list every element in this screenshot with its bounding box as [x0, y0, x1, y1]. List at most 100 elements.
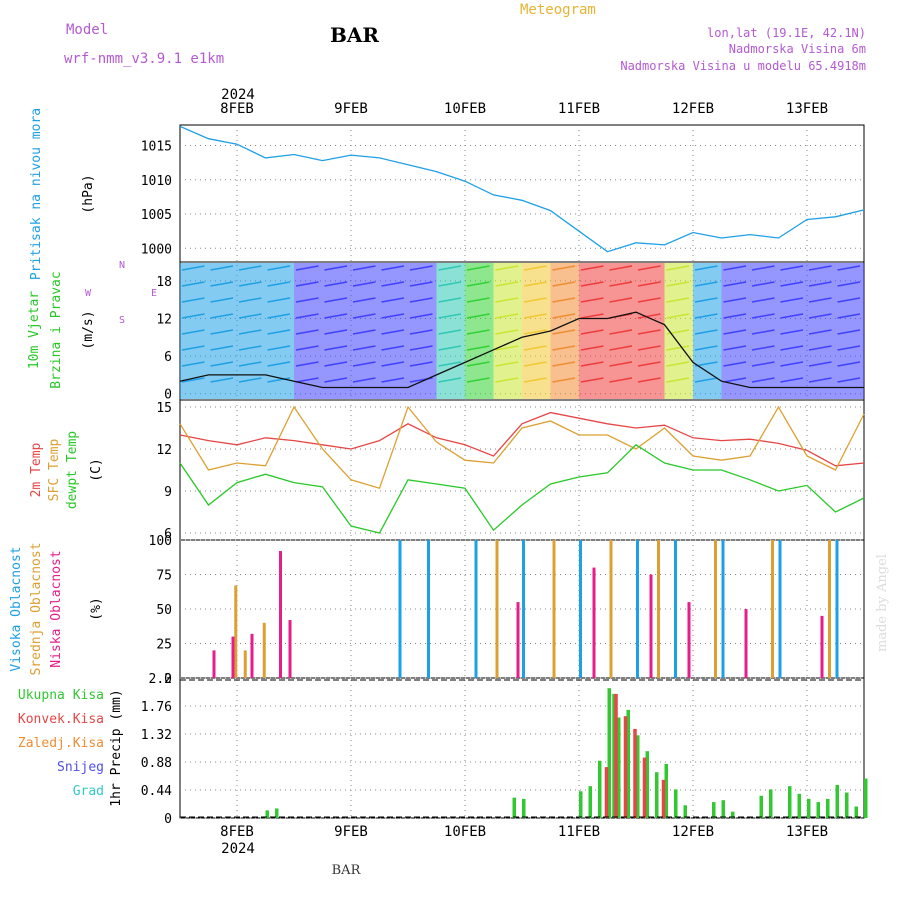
- date-tick-label: 12FEB: [672, 824, 714, 840]
- wind-arrow: [837, 345, 861, 351]
- data-bar: [516, 602, 520, 678]
- wind-arrow: [637, 329, 661, 335]
- wind-arrow: [580, 281, 604, 287]
- data-bar: [262, 622, 266, 678]
- temp-ylabel: SFC Temp: [47, 439, 62, 502]
- wind-arrow: [780, 377, 804, 383]
- wind-arrow: [723, 377, 747, 383]
- data-bar: [661, 779, 666, 818]
- data-bar: [744, 609, 748, 678]
- date-tick-label: 13FEB: [786, 101, 828, 117]
- data-bar: [835, 540, 839, 678]
- wind-arrow: [438, 297, 462, 303]
- wind-arrow: [466, 265, 490, 271]
- wind-arrow: [723, 361, 747, 367]
- wind-arrow: [181, 345, 205, 351]
- wind-arrow: [609, 329, 633, 335]
- wind-arrow: [267, 281, 291, 287]
- wind-arrow: [609, 361, 633, 367]
- data-bar: [655, 772, 659, 818]
- data-bar: [649, 574, 653, 678]
- wind-arrow: [295, 329, 319, 335]
- data-bar: [234, 585, 238, 678]
- wind-arrow: [324, 297, 348, 303]
- wind-arrow: [552, 297, 576, 303]
- wind-arrow: [808, 377, 832, 383]
- data-bar: [512, 797, 516, 818]
- date-tick-label: 8FEB: [220, 824, 254, 840]
- data-bar: [769, 789, 773, 818]
- wind-arrow: [238, 329, 262, 335]
- data-bar: [636, 540, 639, 678]
- wind-arrow: [438, 345, 462, 351]
- wind-arrow: [295, 313, 319, 319]
- wind-arrow: [780, 345, 804, 351]
- data-bar: [854, 806, 858, 818]
- model-name: wrf-nmm_v3.9.1 e1km: [64, 51, 224, 67]
- wind-arrow: [780, 297, 804, 303]
- wind-arrow: [324, 281, 348, 287]
- date-tick-label: 13FEB: [786, 824, 828, 840]
- wind-arrow: [808, 297, 832, 303]
- y-tick-label: 9: [164, 485, 172, 500]
- y-tick-label: 15: [156, 401, 172, 416]
- y-tick-label: 25: [156, 638, 172, 653]
- date-tick-label: 12FEB: [672, 101, 714, 117]
- wind-arrow: [381, 281, 405, 287]
- temp-ylabel: 2m Temp: [29, 442, 44, 497]
- wind-arrow: [495, 345, 519, 351]
- wind-arrow: [694, 313, 718, 319]
- wind-arrow: [238, 377, 262, 383]
- data-bar: [604, 767, 609, 818]
- wind-arrow: [495, 297, 519, 303]
- y-tick-label: 0.88: [141, 756, 172, 771]
- data-bar: [687, 602, 691, 678]
- wind-arrow: [723, 313, 747, 319]
- compass-letter: N: [119, 260, 125, 271]
- wind-arrow: [438, 281, 462, 287]
- y-tick-label: 1000: [141, 242, 172, 257]
- data-bar: [617, 717, 621, 818]
- wind-arrow: [523, 313, 547, 319]
- y-tick-label: 1005: [141, 208, 172, 223]
- data-bar: [712, 802, 716, 818]
- data-bar: [642, 757, 647, 818]
- data-bar: [265, 810, 269, 818]
- data-bar: [243, 650, 247, 678]
- wind-arrow: [808, 329, 832, 335]
- date-tick-label: 10FEB: [444, 101, 486, 117]
- wind-arrow: [580, 345, 604, 351]
- data-bar: [612, 693, 616, 818]
- wind-arrow: [238, 265, 262, 271]
- data-bar: [474, 540, 478, 678]
- wind-ylabel: Brzina i Pravac: [49, 271, 64, 388]
- y-tick-label: 100: [149, 534, 172, 549]
- data-bar: [579, 540, 582, 678]
- wind-arrow: [666, 345, 690, 351]
- wind-arrow: [637, 361, 661, 367]
- y-tick-label: 1.76: [141, 700, 172, 715]
- wind-arrow: [438, 377, 462, 383]
- data-bar: [645, 751, 649, 818]
- cloud-ylabel: Srednja Oblacnost: [29, 542, 44, 675]
- y-tick-label: 12: [156, 312, 172, 327]
- wind-arrow: [723, 297, 747, 303]
- wind-arrow: [609, 377, 633, 383]
- wind-arrow: [637, 345, 661, 351]
- lonlat-text: lon,lat (19.1E, 42.1N): [707, 26, 866, 40]
- y-tick-label: 75: [156, 569, 172, 584]
- wind-arrow: [666, 281, 690, 287]
- footer-station: BAR: [332, 863, 362, 878]
- wind-arrow: [780, 361, 804, 367]
- wind-arrow: [352, 313, 376, 319]
- wind-arrow: [751, 265, 775, 271]
- wind-arrow: [438, 313, 462, 319]
- wind-arrow: [409, 265, 433, 271]
- wind-arrow: [352, 265, 376, 271]
- wind-arrow: [238, 313, 262, 319]
- axis-layer: 8FEB 8FEB 9FEB 9FEB 10FEB 10FEB 11FEB 11FEB 12FE…: [141, 101, 828, 840]
- wind-arrow: [210, 377, 234, 383]
- wind-arrow: [181, 377, 205, 383]
- series-line: [179, 311, 864, 389]
- wind-arrow: [295, 377, 319, 383]
